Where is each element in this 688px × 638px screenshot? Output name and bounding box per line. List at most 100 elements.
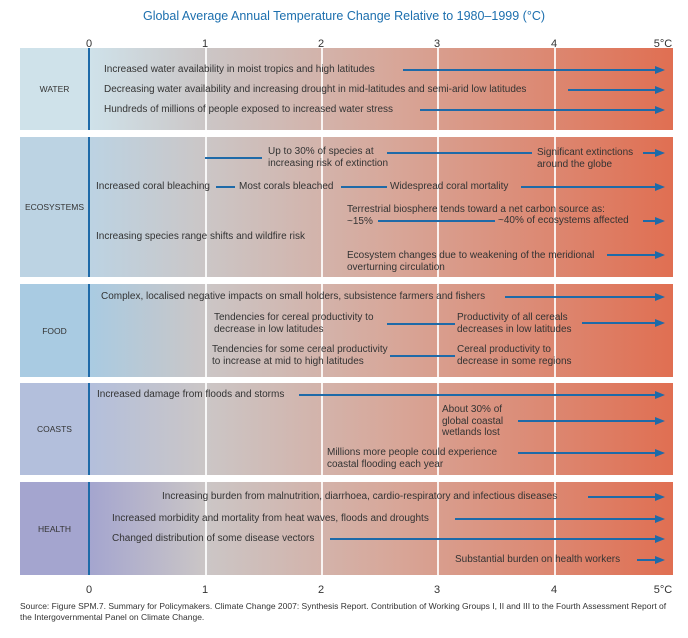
temperature-gradient [89,137,673,277]
temperature-gradient [89,284,673,377]
impact-text: Terrestrial biosphere tends toward a net… [347,204,605,227]
top-axis-tick: 4 [550,38,558,50]
top-axis-tick: 5°C [653,38,673,50]
impact-arrow-line [518,452,657,454]
impact-arrow-line [518,420,657,422]
impact-text: Increased damage from floods and storms [97,389,285,400]
degree-gridline [205,137,207,277]
impact-text: Tendencies for some cereal productivity … [212,344,388,367]
arrowhead-icon [655,391,665,399]
degree-gridline [554,284,556,377]
degree-gridline [554,137,556,277]
bottom-axis-tick: 0 [85,584,93,596]
impact-arrow-line [455,518,657,520]
degree-gridline [554,48,556,130]
source-note: Source: Figure SPM.7. Summary for Policy… [20,601,667,622]
impact-arrow-line [643,152,657,154]
impact-arrow-line [505,296,657,298]
zero-line [88,137,90,277]
bottom-axis-tick: 5°C [653,584,673,596]
zero-line [88,48,90,130]
sector-panel-water: WATER [20,48,673,130]
impact-text: Significant extinctions around the globe [537,147,634,170]
arrowhead-icon [655,217,665,225]
arrowhead-icon [655,515,665,523]
impact-text: Up to 30% of species at increasing risk … [268,146,389,169]
impact-text: Increased morbidity and mortality from h… [112,513,429,524]
bottom-axis-tick: 4 [550,584,558,596]
degree-gridline [321,284,323,377]
impact-arrow-line [582,322,657,324]
arrowhead-icon [655,417,665,425]
impact-text: Productivity of all cereals decreases in… [457,312,572,335]
impact-text: Increasing species range shifts and wild… [96,231,305,242]
degree-gridline [437,137,439,277]
degree-gridline [205,48,207,130]
degree-gridline [437,482,439,575]
temperature-gradient [89,482,673,575]
temperature-gradient [89,48,673,130]
degree-gridline [554,383,556,475]
top-axis-tick: 2 [317,38,325,50]
impact-text: About 30% of global coastal wetlands los… [442,404,504,438]
impact-connector-line [378,220,495,222]
impact-connector-line [390,355,455,357]
bottom-axis-tick: 1 [201,584,209,596]
top-axis-tick: 1 [201,38,209,50]
degree-gridline [321,48,323,130]
sector-label: ECOSYSTEMS [24,202,85,212]
impact-text: Increased coral bleaching [96,181,210,192]
arrowhead-icon [655,66,665,74]
zero-line [88,482,90,575]
impact-connector-line [205,157,262,159]
arrowhead-icon [655,449,665,457]
impact-arrow-line [403,69,657,71]
degree-gridline [205,482,207,575]
sector-label: COASTS [37,424,72,434]
impact-text: Increasing burden from malnutrition, dia… [162,491,558,502]
arrowhead-icon [655,149,665,157]
top-axis-tick: 3 [433,38,441,50]
degree-gridline [321,137,323,277]
zero-line [88,284,90,377]
impact-arrow-line [643,220,657,222]
impact-text: Changed distribution of some disease vec… [112,533,315,544]
degree-gridline [554,482,556,575]
impact-text: Most corals bleached [239,181,334,192]
impact-arrow-line [420,109,657,111]
temperature-gradient [89,383,673,475]
impact-text: Widespread coral mortality [390,181,509,192]
degree-gridline [321,383,323,475]
bottom-axis-tick: 2 [317,584,325,596]
arrowhead-icon [655,106,665,114]
degree-gridline [437,383,439,475]
arrowhead-icon [655,535,665,543]
impact-arrow-line [607,254,657,256]
degree-gridline [205,383,207,475]
impact-connector-line [387,152,532,154]
impact-text: Ecosystem changes due to weakening of th… [347,250,595,273]
impact-connector-line [216,186,235,188]
sector-panel-coasts: COASTS [20,383,673,475]
impact-arrow-line [521,186,657,188]
zero-line [88,383,90,475]
arrowhead-icon [655,556,665,564]
impact-arrow-line [568,89,657,91]
sector-label: HEALTH [38,523,71,534]
bottom-axis-tick: 3 [433,584,441,596]
sector-label: FOOD [42,325,67,336]
figure-title: Global Average Annual Temperature Change… [142,9,546,23]
sector-panel-ecosystems: ECOSYSTEMS [20,137,673,277]
arrowhead-icon [655,319,665,327]
impact-text: Cereal productivity to decrease in some … [457,344,572,367]
degree-gridline [205,284,207,377]
impact-text: Millions more people could experience co… [327,447,498,470]
impact-connector-line [387,323,455,325]
impact-arrow-line [637,559,657,561]
arrowhead-icon [655,493,665,501]
impact-text: Hundreds of millions of people exposed t… [104,104,394,115]
degree-gridline [321,482,323,575]
arrowhead-icon [655,251,665,259]
impact-text: Decreasing water availability and increa… [104,84,527,95]
